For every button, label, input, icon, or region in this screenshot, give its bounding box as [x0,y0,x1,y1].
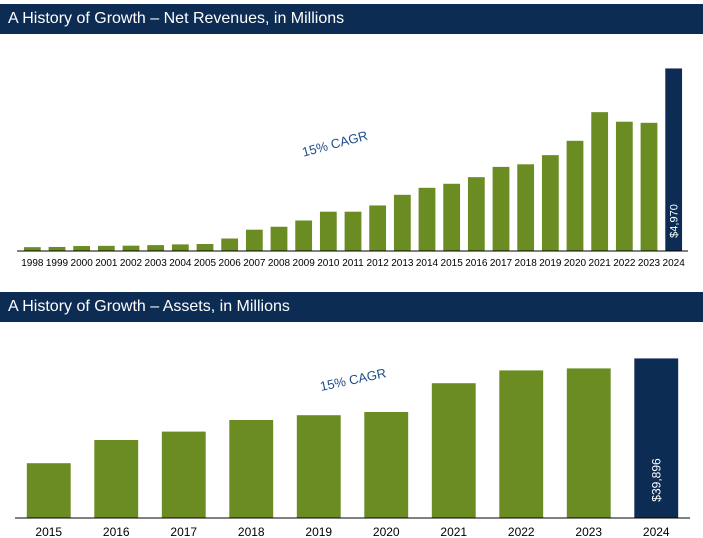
net-revenues-2024-value-label: $4,970 [669,204,681,238]
tick-label-2000: 2000 [71,258,94,269]
bar-2000 [73,246,91,251]
bar-2023 [640,122,658,251]
bar-2003 [147,245,165,251]
bar-2015 [443,183,461,251]
assets-chart-title: A History of Growth – Assets, in Million… [0,292,703,322]
bar-2013 [393,194,411,251]
tick-label-2004: 2004 [169,258,192,269]
bar-2014 [418,187,436,251]
assets-chart: 2015 2016 2017 2018 2019 2020 2021 2022 2023 2024… [15,358,690,538]
assets-bars [26,358,679,518]
tick-label-2020: 2020 [373,525,400,538]
assets-cagr-annotation: 15% CAGR [319,365,388,394]
bar-1998 [23,247,41,251]
bar-1999 [48,246,66,251]
net-revenues-bars [23,68,683,252]
bar-2007 [245,229,263,251]
bar-2002 [122,245,140,251]
bar-2001 [97,245,115,251]
tick-label-2003: 2003 [145,258,168,269]
tick-label-2019: 2019 [539,258,562,269]
bar-2022 [615,121,633,251]
tick-label-2021: 2021 [589,258,612,269]
bar-2011 [344,211,362,251]
bar-2010 [319,211,337,251]
bar-2018 [517,164,535,251]
tick-label-2005: 2005 [194,258,217,269]
tick-label-2023: 2023 [575,525,602,538]
bar-2018 [229,420,274,518]
tick-label-2024: 2024 [663,258,686,269]
bar-2016 [94,440,139,518]
bar-2009 [295,220,313,251]
net-revenues-cagr-annotation: 15% CAGR [300,128,369,160]
tick-label-2016: 2016 [465,258,488,269]
tick-label-2018: 2018 [515,258,538,269]
tick-label-2015: 2015 [441,258,464,269]
bar-2006 [221,238,239,251]
bar-2024 [665,68,683,251]
tick-label-2011: 2011 [342,258,364,269]
tick-label-2016: 2016 [103,525,130,538]
assets-tick-labels: 2015 2016 2017 2018 2019 2020 2021 2022 2023 2024 [35,525,670,538]
assets-2024-value-label: $39,896 [649,458,663,502]
tick-label-2001: 2001 [95,258,118,269]
bar-2015 [26,463,71,518]
bar-2005 [196,244,214,251]
tick-label-2024: 2024 [643,525,670,538]
tick-label-2013: 2013 [391,258,414,269]
bar-2004 [171,244,189,251]
net-revenues-chart: 1998 1999 2000 2001 2002 2003 2004 2005 2006 2007… [17,68,688,269]
bar-2023 [566,368,611,518]
tick-label-2021: 2021 [440,525,467,538]
tick-label-2017: 2017 [170,525,197,538]
tick-label-2018: 2018 [238,525,265,538]
bar-2008 [270,226,288,251]
tick-label-2015: 2015 [35,525,62,538]
bar-2021 [431,383,476,518]
tick-label-2022: 2022 [613,258,636,269]
bar-2019 [541,155,559,251]
tick-label-2002: 2002 [120,258,143,269]
net-revenues-chart-title: A History of Growth – Net Revenues, in M… [0,4,703,34]
bar-2016 [467,177,485,251]
tick-label-1998: 1998 [21,258,44,269]
bar-2012 [369,205,387,251]
tick-label-1999: 1999 [46,258,69,269]
tick-label-2007: 2007 [243,258,266,269]
tick-label-2009: 2009 [293,258,316,269]
bar-2017 [161,431,206,518]
bar-2019 [296,415,341,518]
tick-label-2019: 2019 [305,525,332,538]
net-revenues-tick-labels: 1998 1999 2000 2001 2002 2003 2004 2005 2006 2007… [21,258,685,269]
bar-2022 [499,370,544,518]
bar-2021 [591,112,609,252]
bar-2017 [492,166,510,251]
tick-label-2017: 2017 [490,258,513,269]
tick-label-2006: 2006 [219,258,242,269]
bar-2024 [634,358,679,518]
tick-label-2022: 2022 [508,525,535,538]
tick-label-2020: 2020 [564,258,587,269]
bar-2020 [364,412,409,518]
tick-label-2010: 2010 [317,258,340,269]
tick-label-2012: 2012 [367,258,390,269]
tick-label-2014: 2014 [416,258,439,269]
tick-label-2023: 2023 [638,258,661,269]
bar-2020 [566,140,584,251]
tick-label-2008: 2008 [268,258,291,269]
